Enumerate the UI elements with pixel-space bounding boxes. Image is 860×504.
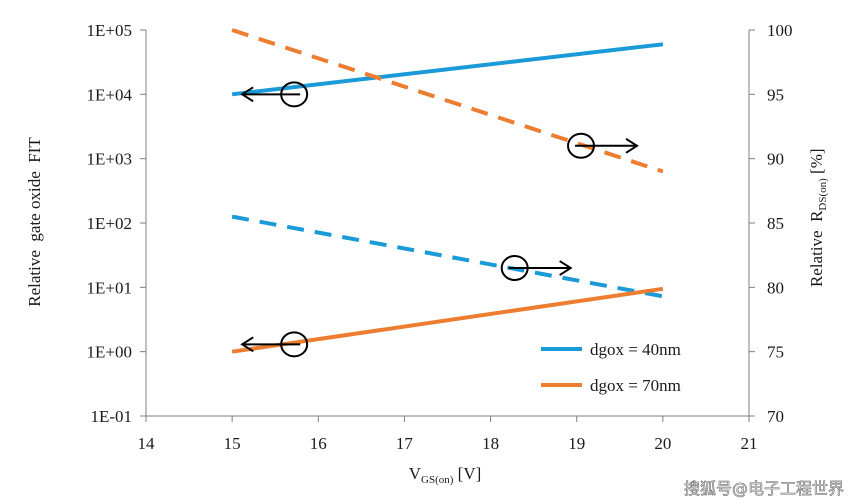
y-left-tick-label: 1E+05 [87, 21, 132, 40]
x-axis-label: VGS(on) [V] [409, 464, 482, 486]
y-left-tick-label: 1E+01 [87, 278, 132, 297]
indicator-arrow-head [240, 336, 254, 353]
indicator-arrow-head [559, 260, 573, 276]
y-axis-left-label: Relative gate oxide FIT [25, 137, 44, 307]
y-axis-right-label-sub: DS(on) [817, 178, 829, 211]
y-right-tick-label: 95 [767, 85, 784, 104]
x-tick-label: 20 [654, 434, 671, 453]
legend-item-dgox-70nm: dgox = 70nm [541, 376, 681, 395]
x-tick-label: 14 [138, 434, 156, 453]
legend: dgox = 40nm dgox = 70nm [541, 340, 681, 395]
axis-indicator-left-4 [240, 331, 309, 358]
y-right-tick-label: 85 [767, 214, 784, 233]
x-tick-label: 16 [310, 434, 327, 453]
y-right-tick-label: 90 [767, 150, 784, 169]
series-dgox-70nm-solid [231, 286, 664, 354]
x-tick-label: 21 [741, 434, 758, 453]
y-left-tick-label: 1E+02 [87, 214, 132, 233]
y-left-tick-label: 1E+04 [87, 85, 133, 104]
watermark: 搜狐号@电子工程世界 [684, 479, 844, 498]
annotations [240, 81, 639, 358]
axis-indicator-left-1 [240, 81, 309, 108]
series-dgox-70nm-dashed [231, 28, 664, 174]
series-layer [231, 28, 664, 354]
legend-label: dgox = 40nm [590, 340, 681, 359]
x-axis-label-main: V [409, 464, 422, 483]
x-axis-label-sub: GS(on) [421, 474, 454, 486]
y-right-tick-label: 75 [767, 343, 784, 362]
legend-label: dgox = 70nm [590, 376, 681, 395]
y-right-tick-label: 80 [767, 278, 784, 297]
x-axis-label-unit: [V] [453, 464, 481, 483]
y-axis-right-label-unit: [%] [807, 148, 826, 178]
y-axis-right-label-main: Relative R [807, 210, 826, 287]
x-tick-label: 17 [396, 434, 414, 453]
y-right-tick-label: 70 [767, 407, 784, 426]
y-axis-right-label: Relative RDS(on) [%] [807, 136, 829, 309]
y-left-tick-label: 1E+03 [87, 150, 132, 169]
y-left-tick-label: 1E+00 [87, 343, 132, 362]
x-tick-label: 18 [482, 434, 499, 453]
axis-indicator-right-2 [567, 132, 639, 159]
x-tick-label: 15 [224, 434, 241, 453]
y-right-tick-label: 100 [767, 21, 793, 40]
legend-item-dgox-40nm: dgox = 40nm [541, 340, 681, 359]
series-dgox-40nm-dashed [231, 214, 664, 299]
tick-labels: 1E-01 1E+00 1E+01 1E+02 1E+03 1E+04 1E+05 70 75 8… [87, 21, 793, 453]
x-tick-label: 19 [568, 434, 585, 453]
indicator-arrow-head [625, 137, 639, 154]
y-left-tick-label: 1E-01 [90, 407, 132, 426]
axis-indicator-right-3 [500, 255, 573, 282]
axes [140, 29, 755, 422]
indicator-arrow-head [240, 86, 254, 103]
